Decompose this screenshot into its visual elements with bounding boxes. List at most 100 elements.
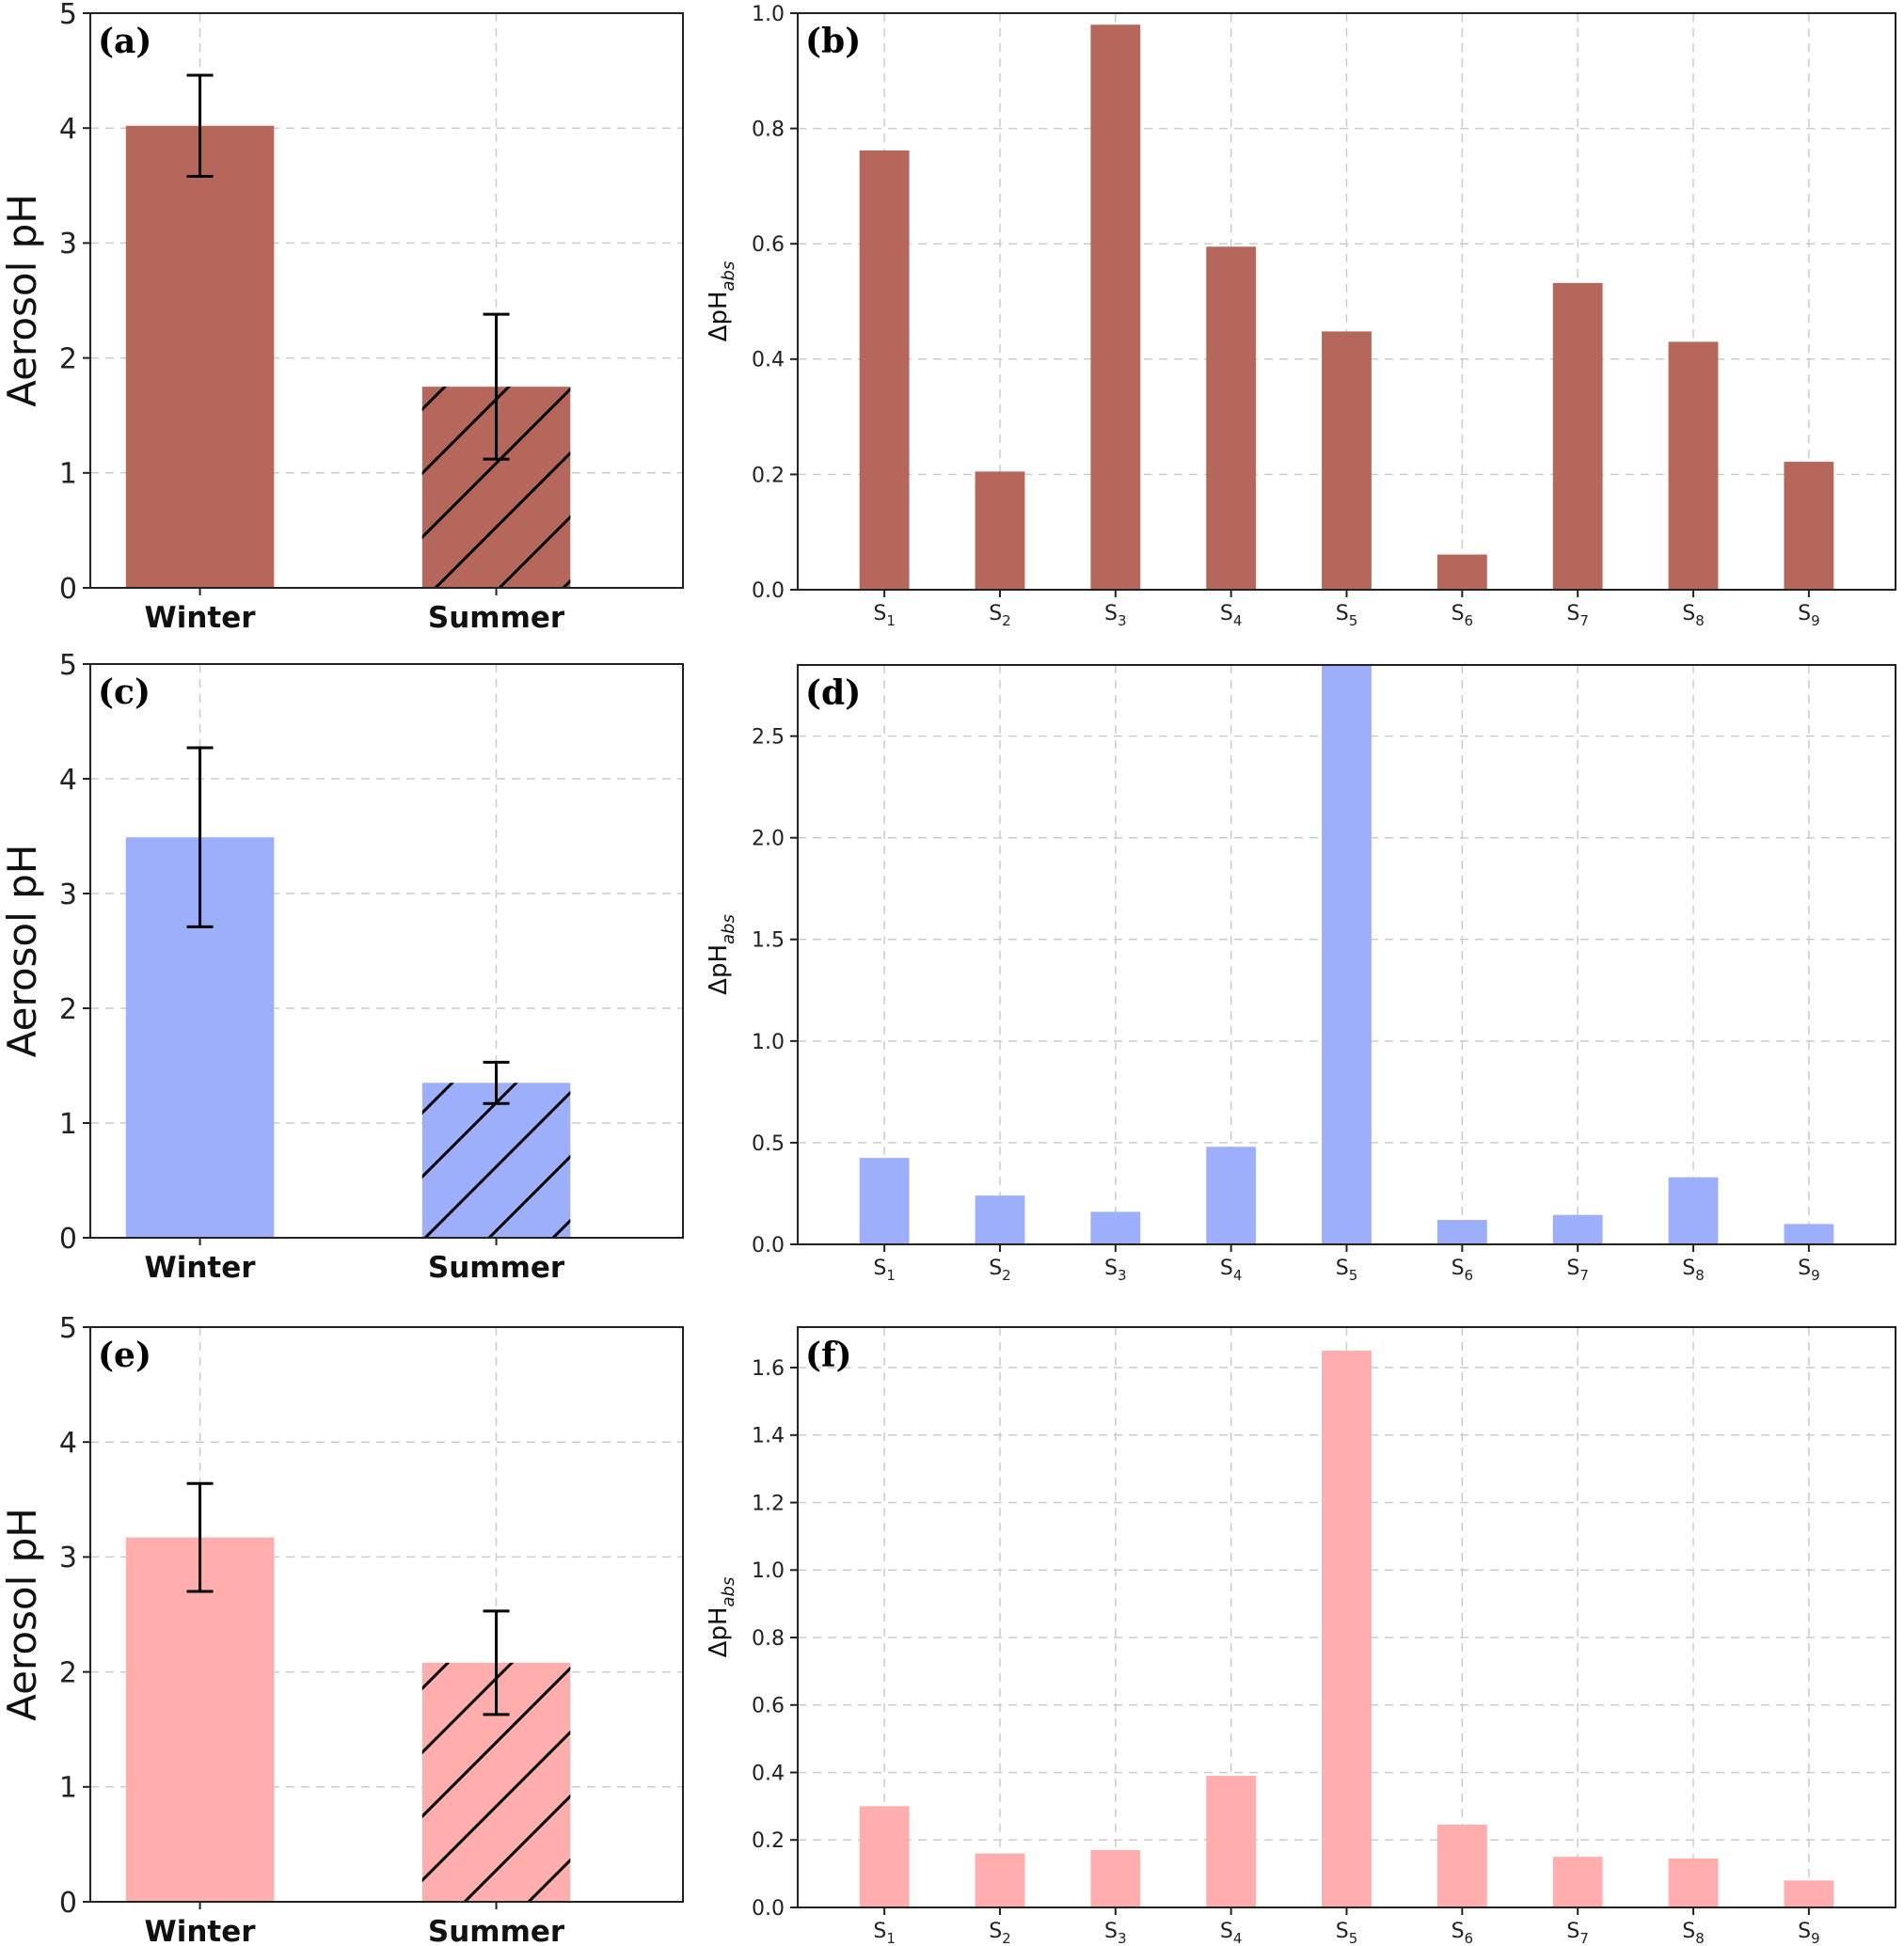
x-tick-label: S5 xyxy=(1336,1257,1358,1284)
panel-e: 0 1 2 3 4 5 Winter Summer Aerosol pH (e) xyxy=(0,1312,684,1946)
x-tick-label: S1 xyxy=(873,602,896,629)
x-tick-label: S8 xyxy=(1682,1920,1705,1946)
y-tick-label: 4 xyxy=(59,764,77,797)
bar-s4 xyxy=(1206,1776,1257,1907)
panel-c: 0 1 2 3 4 5 Winter Summer Aerosol pH (c) xyxy=(0,649,684,1285)
panel-a: 0 1 2 3 4 5 Winter Summer Aerosol pH (a) xyxy=(0,0,684,635)
bar-s1 xyxy=(859,1806,910,1907)
y-tick-label: 1.5 xyxy=(752,929,785,953)
bar-s7 xyxy=(1552,1214,1603,1244)
y-tick-label: 0 xyxy=(59,573,77,606)
x-tick-label: Summer xyxy=(428,601,565,635)
panel-label: (c) xyxy=(98,672,151,712)
panel-label: (d) xyxy=(805,673,861,713)
y-tick-label: 1.0 xyxy=(752,1559,785,1583)
panel-f: 0.0 0.2 0.4 0.6 0.8 1.0 1.2 1.4 1.6 S1 S2 S3 S4 S5 S6 S… xyxy=(705,1326,1896,1946)
y-tick-label: 0.8 xyxy=(752,119,785,142)
x-tick-label: S1 xyxy=(873,1920,896,1946)
plot-frame xyxy=(89,1326,684,1903)
y-tick-label: 0.2 xyxy=(752,464,785,487)
x-tick-label: S1 xyxy=(873,1257,896,1284)
y-tick-label: 0.6 xyxy=(752,233,785,257)
x-tick-label: S5 xyxy=(1336,602,1358,629)
panel-label: (a) xyxy=(98,22,151,61)
bar-s2 xyxy=(975,471,1025,590)
x-tick-label: S7 xyxy=(1566,1920,1589,1946)
x-tick-label: S4 xyxy=(1220,1257,1243,1284)
y-tick-label: 1 xyxy=(59,458,77,491)
y-tick-label: 1.0 xyxy=(752,1031,785,1054)
y-tick-label: 5 xyxy=(59,1312,77,1345)
y-tick-label: 1 xyxy=(59,1108,77,1141)
x-tick-label: S4 xyxy=(1220,1920,1243,1946)
y-tick-label: 1 xyxy=(59,1772,77,1805)
y-tick-label: 0.0 xyxy=(752,1234,785,1258)
panel-label: (b) xyxy=(805,22,861,61)
y-tick-label: 4 xyxy=(59,1427,77,1460)
bar-s6 xyxy=(1436,554,1487,590)
y-tick-label: 4 xyxy=(59,113,77,146)
panel-b: 0.0 0.2 0.4 0.6 0.8 1.0 S1 S2 S3 S4 S5 S6 S7 S8 S9 ΔpHa… xyxy=(705,3,1896,629)
y-axis-label: Aerosol pH xyxy=(0,1508,45,1721)
x-tick-label: S9 xyxy=(1798,602,1820,629)
x-tick-label: S5 xyxy=(1336,1920,1358,1946)
x-tick-label: S3 xyxy=(1104,1920,1127,1946)
y-tick-label: 0.0 xyxy=(752,579,785,603)
x-tick-label: S2 xyxy=(989,1920,1011,1946)
bar-s8 xyxy=(1668,1858,1719,1907)
x-tick-label: S7 xyxy=(1566,1257,1589,1284)
bar-s8 xyxy=(1668,341,1719,590)
panel-label: (e) xyxy=(98,1336,151,1375)
y-tick-label: 3 xyxy=(59,228,77,261)
bar-winter xyxy=(125,1537,275,1902)
bar-s4 xyxy=(1206,1147,1257,1244)
y-tick-label: 1.0 xyxy=(752,3,785,26)
y-tick-label: 0.6 xyxy=(752,1695,785,1718)
y-tick-label: 0.5 xyxy=(752,1132,785,1156)
panel-d: 0.0 0.5 1.0 1.5 2.0 2.5 S1 S2 S3 S4 S5 S6 S7 S8 S9 ΔpHa… xyxy=(705,664,1896,1284)
bar-s4 xyxy=(1206,246,1257,590)
bar-s5 xyxy=(1322,1351,1372,1907)
y-tick-label: 5 xyxy=(59,649,77,682)
bar-s1 xyxy=(859,150,910,591)
y-tick-label: 2 xyxy=(59,1656,77,1689)
y-tick-label: 0.2 xyxy=(752,1829,785,1853)
y-tick-label: 0 xyxy=(59,1223,77,1256)
bar-s5 xyxy=(1322,665,1372,1244)
bar-winter xyxy=(125,125,275,589)
x-tick-label: S8 xyxy=(1682,602,1705,629)
y-tick-label: 3 xyxy=(59,1542,77,1574)
y-axis-label: ΔpHabs xyxy=(705,914,738,995)
bar-s3 xyxy=(1090,24,1141,590)
y-tick-label: 5 xyxy=(59,0,77,31)
y-tick-label: 1.6 xyxy=(752,1357,785,1381)
x-tick-label: Winter xyxy=(145,1251,257,1285)
bar-hatch xyxy=(421,1083,571,1238)
y-tick-label: 1.2 xyxy=(752,1492,785,1515)
y-tick-label: 0.8 xyxy=(752,1627,785,1651)
y-tick-label: 1.4 xyxy=(752,1425,785,1448)
bar-s7 xyxy=(1552,282,1603,590)
y-tick-label: 2.0 xyxy=(752,828,785,851)
x-tick-label: Winter xyxy=(145,601,257,635)
bar-s7 xyxy=(1552,1857,1603,1907)
bar-s3 xyxy=(1090,1211,1141,1244)
bar-s9 xyxy=(1784,461,1834,590)
y-tick-label: 2.5 xyxy=(752,726,785,750)
bar-s9 xyxy=(1784,1880,1834,1907)
bar-s6 xyxy=(1436,1825,1487,1907)
x-tick-label: S4 xyxy=(1220,602,1243,629)
x-tick-label: S9 xyxy=(1798,1920,1820,1946)
x-tick-label: S9 xyxy=(1798,1257,1820,1284)
y-tick-label: 2 xyxy=(59,993,77,1026)
x-tick-label: Winter xyxy=(145,1915,257,1946)
x-tick-label: S6 xyxy=(1452,1257,1474,1284)
panel-label: (f) xyxy=(805,1336,852,1375)
y-axis-label: ΔpHabs xyxy=(705,261,738,342)
y-tick-label: 0.4 xyxy=(752,1762,785,1785)
bar-s3 xyxy=(1090,1850,1141,1907)
bar-s2 xyxy=(975,1195,1025,1244)
plot-frame xyxy=(89,663,684,1239)
y-tick-label: 0.0 xyxy=(752,1897,785,1921)
